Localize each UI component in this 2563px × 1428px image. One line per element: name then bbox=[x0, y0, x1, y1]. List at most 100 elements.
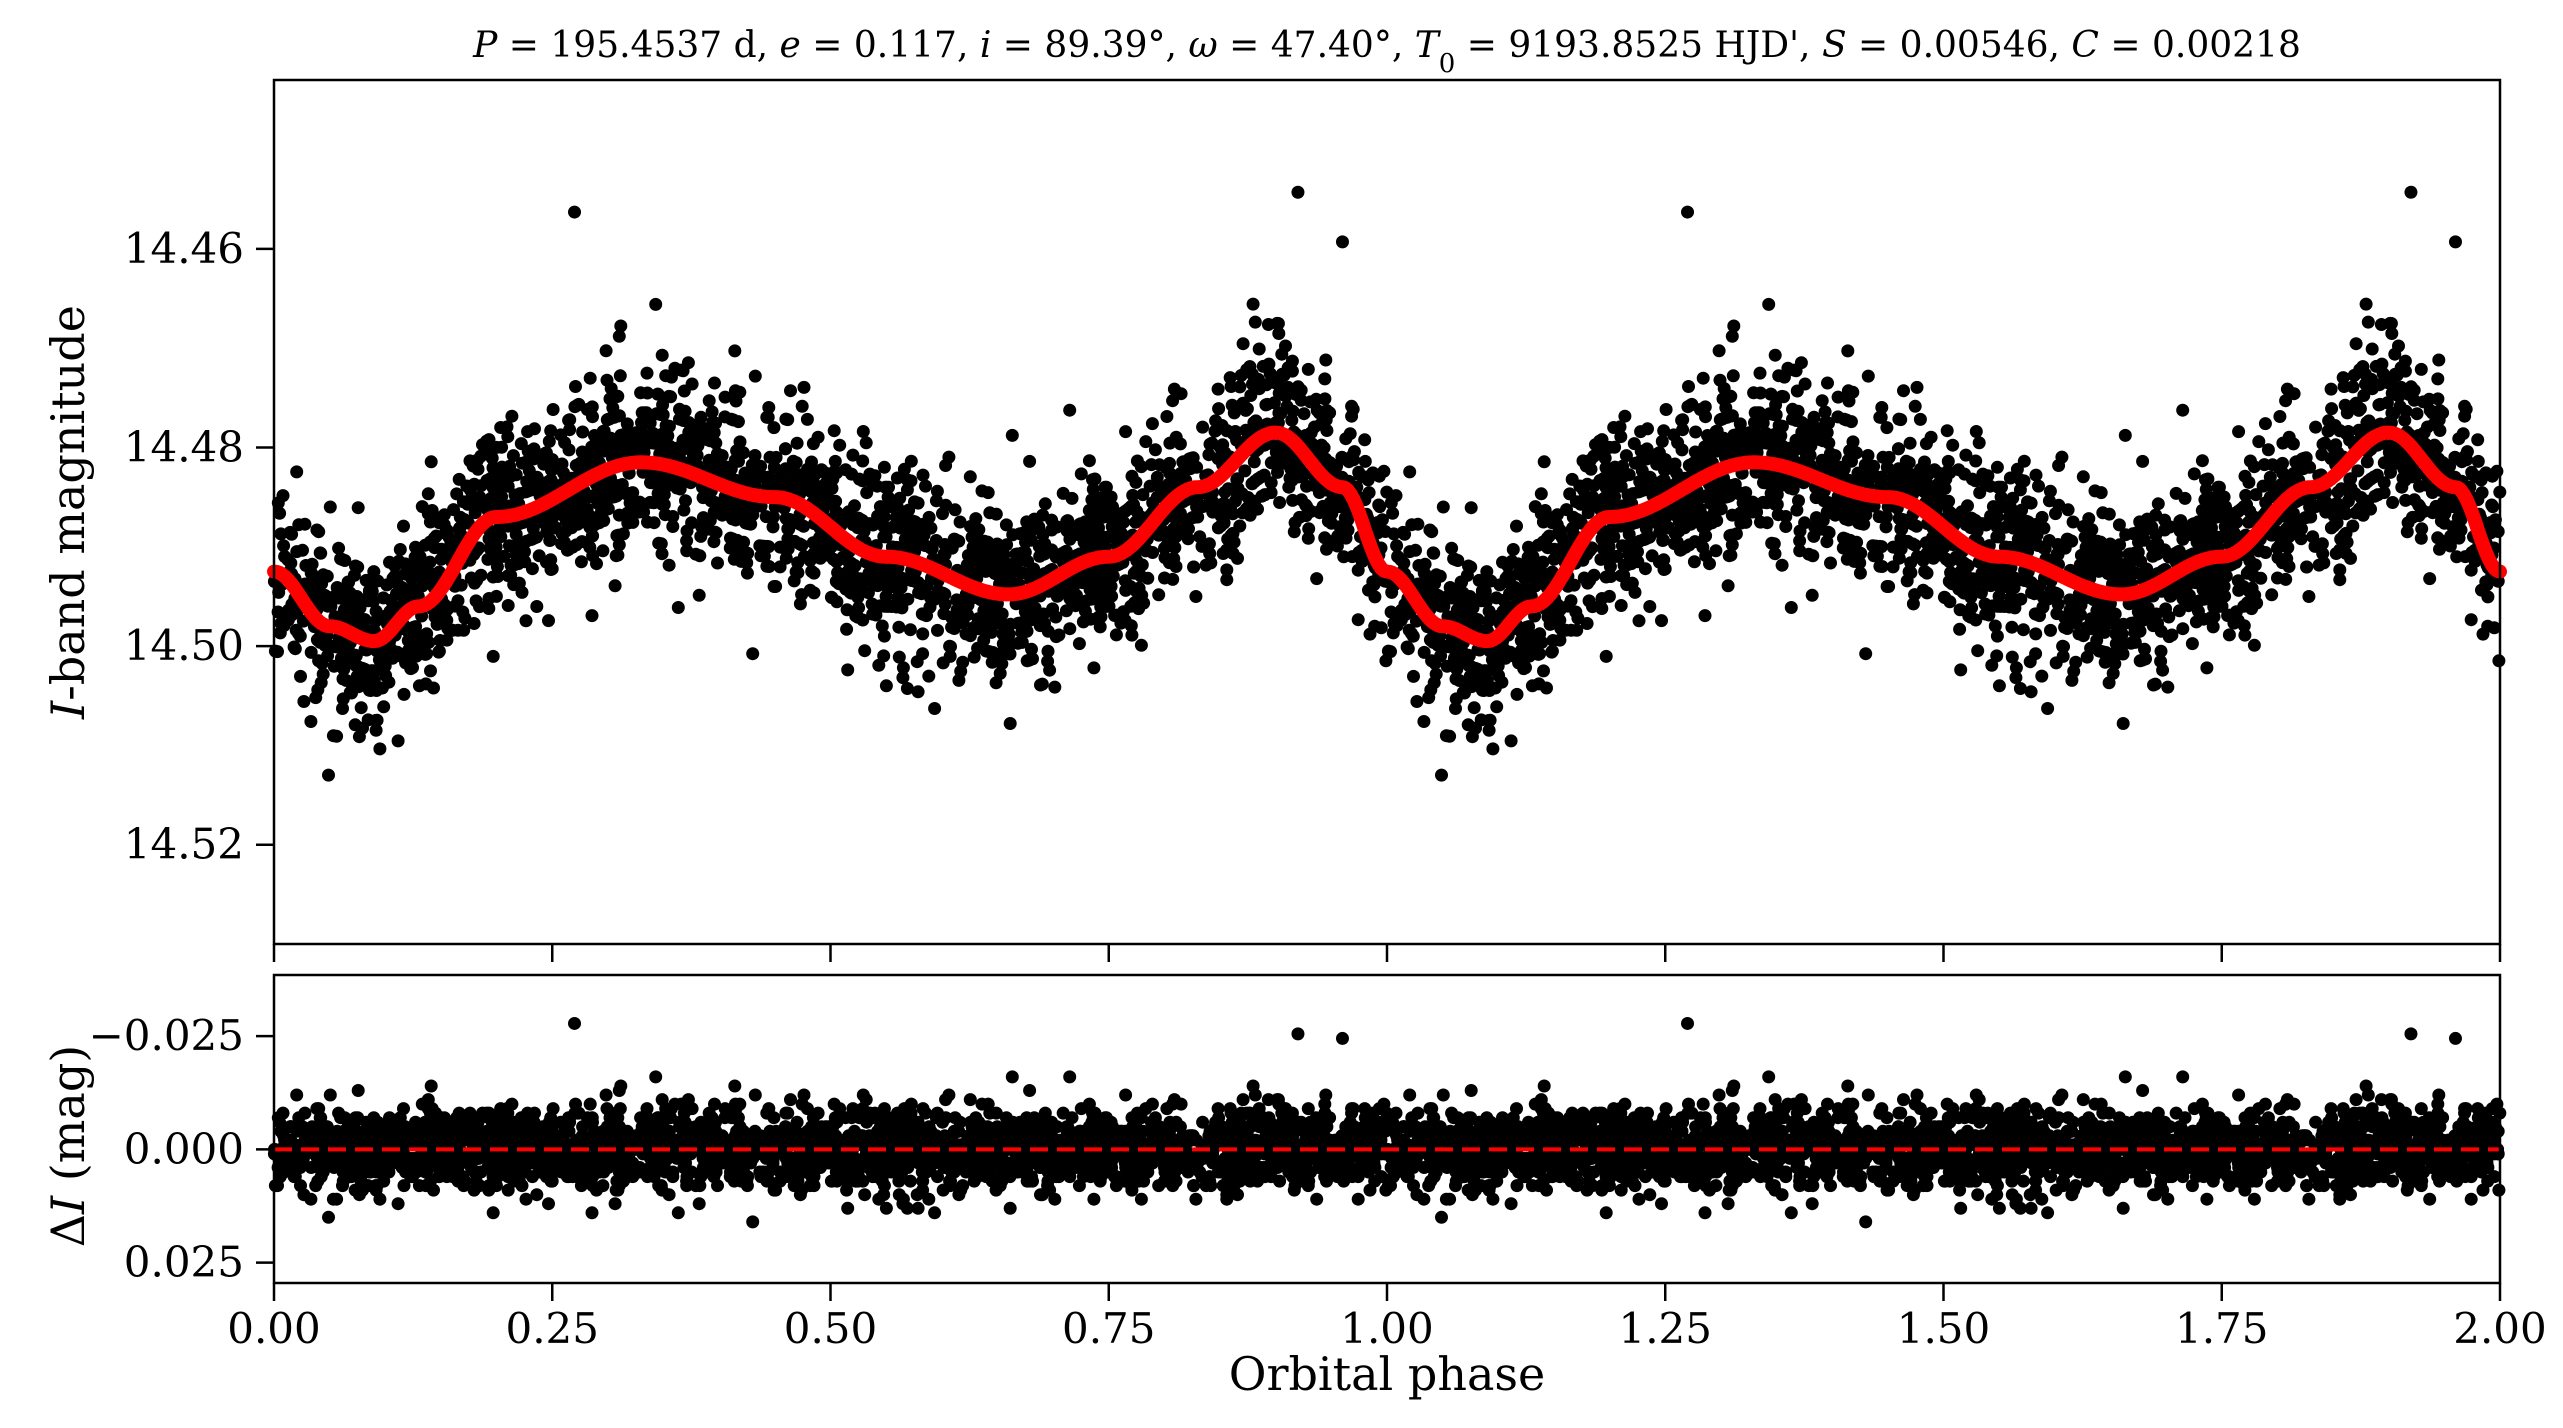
data-point bbox=[1005, 428, 1019, 442]
data-point bbox=[1894, 542, 1908, 556]
data-point bbox=[1003, 558, 1017, 572]
data-point bbox=[519, 614, 533, 628]
data-point bbox=[2252, 435, 2266, 449]
data-point bbox=[2096, 506, 2110, 520]
data-point bbox=[2248, 558, 2262, 572]
data-point bbox=[2138, 642, 2151, 656]
data-point bbox=[773, 560, 787, 574]
data-point bbox=[2399, 493, 2413, 507]
data-point bbox=[306, 578, 320, 592]
data-point bbox=[1345, 409, 1359, 423]
data-point bbox=[702, 394, 716, 408]
data-point bbox=[1093, 620, 1107, 634]
data-point bbox=[1202, 537, 1216, 551]
data-point bbox=[856, 425, 870, 438]
data-point bbox=[2331, 485, 2345, 499]
chart-title: P = 195.4537 d, e = 0.117, i = 89.39°, ω… bbox=[472, 25, 2301, 79]
data-point bbox=[1913, 412, 1927, 426]
data-point bbox=[766, 520, 780, 534]
data-point bbox=[1622, 468, 1636, 482]
data-point bbox=[1759, 426, 1773, 440]
data-point bbox=[1874, 410, 1888, 424]
data-point bbox=[599, 344, 613, 358]
data-point bbox=[1038, 497, 1052, 511]
data-point bbox=[314, 676, 328, 690]
data-point bbox=[1410, 695, 1424, 708]
data-point bbox=[993, 666, 1007, 680]
data-point bbox=[858, 644, 872, 658]
data-point bbox=[471, 462, 485, 476]
data-point bbox=[2370, 468, 2384, 482]
data-point bbox=[2029, 627, 2043, 641]
data-point bbox=[544, 424, 558, 438]
data-point bbox=[1739, 515, 1753, 529]
data-point bbox=[859, 436, 873, 450]
data-point bbox=[956, 655, 970, 669]
data-point bbox=[2353, 363, 2367, 377]
data-point bbox=[2151, 497, 2165, 511]
data-point bbox=[1461, 648, 1475, 662]
data-point bbox=[1614, 599, 1628, 612]
data-point bbox=[1657, 553, 1671, 567]
data-point bbox=[1841, 344, 1855, 358]
data-point bbox=[391, 734, 405, 748]
data-point bbox=[707, 505, 721, 519]
data-point bbox=[881, 490, 895, 504]
data-point bbox=[1632, 614, 1646, 628]
data-point bbox=[2330, 506, 2344, 520]
data-point bbox=[2080, 650, 2094, 664]
data-point bbox=[1603, 440, 1617, 454]
data-point bbox=[1482, 714, 1496, 727]
data-point bbox=[1301, 531, 1315, 545]
data-point bbox=[1439, 729, 1453, 743]
data-point bbox=[1515, 584, 1529, 597]
data-point bbox=[2448, 450, 2462, 464]
data-point bbox=[983, 506, 997, 520]
data-point bbox=[1943, 595, 1957, 609]
data-point bbox=[1271, 317, 1285, 330]
data-point bbox=[1474, 594, 1488, 608]
data-point bbox=[298, 517, 312, 531]
data-point bbox=[1272, 327, 1286, 340]
data-point bbox=[1767, 537, 1781, 551]
data-point bbox=[1384, 496, 1398, 510]
data-point bbox=[2035, 669, 2049, 683]
data-point bbox=[985, 625, 998, 639]
data-point bbox=[1910, 519, 1924, 533]
data-point bbox=[1277, 388, 1291, 402]
data-point bbox=[397, 687, 411, 701]
data-point bbox=[1854, 546, 1868, 560]
data-point bbox=[612, 479, 626, 492]
data-point bbox=[2042, 534, 2056, 547]
data-point bbox=[1798, 377, 1812, 391]
data-point bbox=[2005, 620, 2019, 634]
data-point bbox=[784, 384, 797, 398]
data-point bbox=[2315, 497, 2329, 511]
data-point bbox=[1063, 622, 1077, 636]
data-point bbox=[877, 460, 891, 474]
data-point bbox=[1380, 485, 1394, 499]
data-point bbox=[1302, 522, 1316, 536]
data-point bbox=[1260, 397, 1274, 411]
data-point bbox=[1753, 386, 1767, 400]
data-point bbox=[657, 498, 671, 511]
data-point bbox=[1046, 602, 1060, 616]
data-point bbox=[1247, 455, 1261, 469]
data-point bbox=[1351, 613, 1365, 627]
data-point bbox=[1417, 645, 1431, 659]
data-point bbox=[928, 702, 942, 715]
data-point bbox=[1189, 590, 1203, 603]
data-point bbox=[1445, 591, 1459, 605]
data-point bbox=[2458, 409, 2472, 423]
data-point bbox=[339, 674, 353, 687]
data-point bbox=[2112, 518, 2126, 532]
data-point bbox=[2410, 407, 2424, 421]
data-point bbox=[1990, 649, 2004, 663]
data-point bbox=[1657, 424, 1671, 438]
data-point bbox=[1875, 401, 1889, 414]
data-point bbox=[2407, 393, 2421, 407]
data-point bbox=[2294, 532, 2308, 546]
data-point bbox=[322, 768, 335, 782]
data-point bbox=[1840, 552, 1854, 566]
data-point bbox=[2069, 655, 2083, 669]
